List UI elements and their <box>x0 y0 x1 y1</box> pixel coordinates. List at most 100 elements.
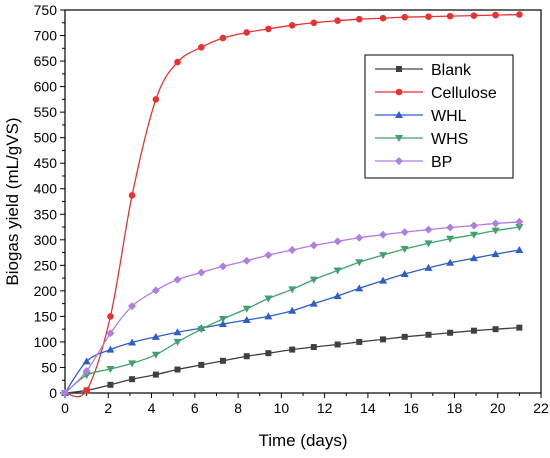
legend-marker-bp <box>395 157 403 165</box>
data-point-whs <box>128 360 137 368</box>
data-point-whl <box>400 270 409 278</box>
y-tick-label: 450 <box>34 155 58 171</box>
legend: Blank Cellulose WHL WHS BP <box>364 54 514 179</box>
data-point-cellulose <box>288 22 296 29</box>
data-point-whs <box>333 267 342 275</box>
data-point-whs <box>515 224 524 232</box>
data-point-cellulose <box>152 96 160 103</box>
data-point-whs <box>355 259 364 267</box>
data-point-bp <box>288 246 297 255</box>
data-point-whl <box>424 263 433 271</box>
data-point-blank <box>107 381 114 388</box>
data-point-bp <box>197 268 206 277</box>
data-point-cellulose <box>446 12 454 20</box>
data-point-whs <box>400 245 409 253</box>
y-tick-label: 0 <box>49 385 57 401</box>
data-point-bp <box>400 228 409 237</box>
data-point-whs <box>288 286 297 294</box>
data-point-whl <box>242 315 251 323</box>
data-point-whl <box>218 320 227 328</box>
data-point-whl <box>491 250 500 258</box>
data-point-bp <box>446 223 455 232</box>
x-tick-label: 20 <box>490 400 506 416</box>
x-tick-label: 18 <box>447 400 463 416</box>
y-tick-label: 550 <box>34 104 58 120</box>
legend-marker-whl <box>395 111 403 118</box>
data-point-blank <box>516 324 523 331</box>
series-line-blank <box>64 326 520 394</box>
y-tick-label: 400 <box>34 181 58 197</box>
data-point-blank <box>152 371 159 378</box>
data-point-whl <box>469 254 478 262</box>
data-point-whl <box>309 299 318 307</box>
data-point-whl <box>288 306 297 314</box>
data-point-whl <box>379 276 388 284</box>
data-point-bp <box>424 225 433 234</box>
data-point-cellulose <box>425 13 432 20</box>
y-tick-label: 50 <box>41 359 57 375</box>
x-tick-label: 6 <box>191 400 199 416</box>
y-tick-label: 350 <box>34 206 58 222</box>
data-point-whl <box>173 328 182 336</box>
y-tick-label: 200 <box>34 283 58 299</box>
legend-label-whs: WHS <box>431 131 468 148</box>
data-point-whs <box>106 365 115 373</box>
y-tick-label: 300 <box>34 232 58 248</box>
data-point-blank <box>356 338 363 345</box>
x-tick-label: 12 <box>317 400 333 416</box>
data-point-blank <box>243 353 250 360</box>
y-tick-label: 750 <box>34 2 58 18</box>
data-point-bp <box>128 302 137 311</box>
legend-label-blank: Blank <box>431 62 472 79</box>
x-tick-label: 0 <box>61 400 69 416</box>
data-point-bp <box>491 219 500 228</box>
x-tick-label: 4 <box>148 400 156 416</box>
legend-marker-blank <box>396 66 402 72</box>
data-point-bp <box>309 241 318 250</box>
data-point-cellulose <box>355 15 363 23</box>
data-point-bp <box>355 233 364 242</box>
data-point-blank <box>265 350 272 357</box>
data-point-whl <box>82 357 91 365</box>
data-point-blank <box>470 327 477 334</box>
x-axis: 0 2 4 6 8 10 12 14 16 18 20 22 <box>61 393 549 416</box>
data-point-bp <box>469 221 478 230</box>
data-point-cellulose <box>128 192 136 199</box>
data-point-cellulose <box>401 13 408 21</box>
data-point-bp <box>515 217 524 226</box>
data-point-cellulose <box>265 25 272 33</box>
data-point-whs <box>218 315 227 323</box>
data-point-whs <box>151 351 160 359</box>
data-point-cellulose <box>219 34 227 42</box>
y-tick-label: 500 <box>34 130 58 146</box>
data-point-cellulose <box>310 19 318 27</box>
data-point-blank <box>380 336 387 343</box>
data-point-whl <box>446 258 455 266</box>
x-axis-title: Time (days) <box>258 431 347 450</box>
y-axis: 0 50 100 150 200 250 300 350 400 450 500 550 600 650 7… <box>34 2 65 401</box>
data-point-cellulose <box>198 43 205 51</box>
legend-marker-whs <box>395 135 403 142</box>
data-point-whs <box>491 227 500 235</box>
data-point-blank <box>198 361 205 368</box>
data-point-whs <box>424 240 433 248</box>
data-point-cellulose <box>243 29 251 36</box>
data-point-blank <box>310 344 317 351</box>
data-point-blank <box>289 346 296 353</box>
data-point-whl <box>151 332 160 340</box>
y-tick-label: 700 <box>34 28 58 44</box>
series-whl <box>61 246 524 396</box>
y-tick-label: 650 <box>34 53 58 69</box>
x-tick-label: 2 <box>104 400 112 416</box>
data-point-cellulose <box>516 11 523 18</box>
legend-label-whl: WHL <box>431 108 467 125</box>
data-point-cellulose <box>379 14 387 22</box>
data-point-cellulose <box>492 11 499 19</box>
data-point-blank <box>219 357 226 364</box>
data-point-whl <box>515 246 524 254</box>
series-line-whl <box>64 249 520 394</box>
data-point-bp <box>264 251 273 260</box>
data-point-bp <box>242 256 251 265</box>
